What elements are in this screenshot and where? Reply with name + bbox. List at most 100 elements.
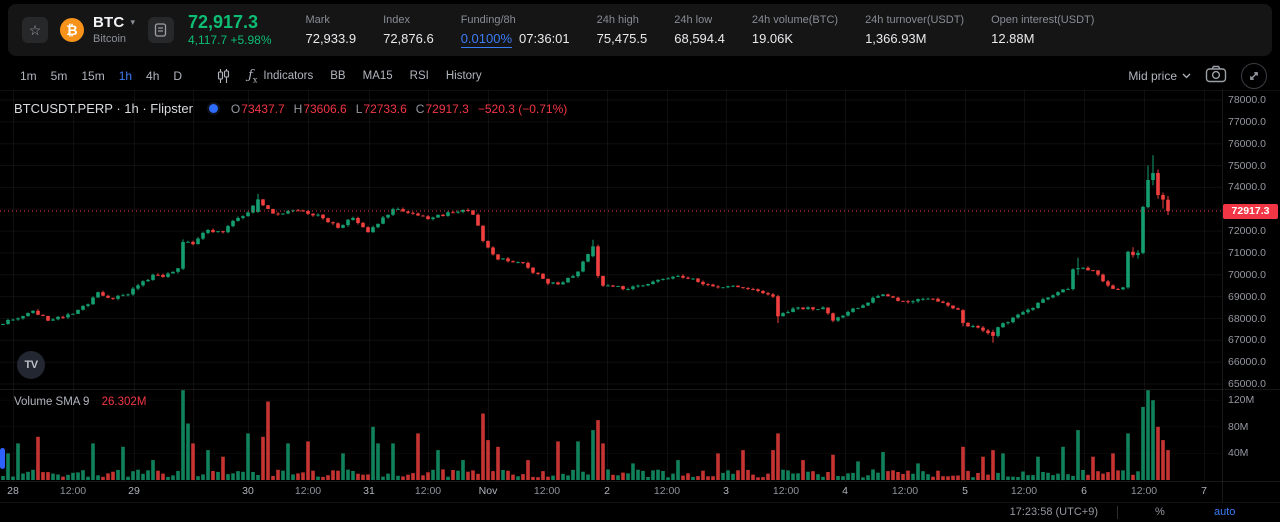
- price-tick: 78000.0: [1228, 94, 1266, 106]
- volume-sma-value: 26.302M: [101, 396, 147, 408]
- price-tick: 68000.0: [1228, 312, 1266, 325]
- symbol-dot-icon[interactable]: [208, 104, 218, 113]
- contract-details-button[interactable]: [147, 17, 174, 43]
- stat-open-interest-usdt-: Open interest(USDT) 12.88M: [991, 14, 1094, 47]
- toolbar-right: Mid price: [1128, 63, 1267, 89]
- chart-pane[interactable]: [0, 90, 1222, 481]
- stat-value: 19.06K: [751, 30, 794, 46]
- stat-label: 24h high: [596, 13, 639, 26]
- volume-tick: 40M: [1228, 447, 1249, 460]
- chart-toolbar: 1m 5m 15m 1h 4h D ƒx Indicators BB MA15 RSI Hist…: [0, 62, 1280, 91]
- price-axis[interactable]: 78000.0 77000.0 76000.0 75000.0 74000.0 72000…: [1222, 90, 1280, 481]
- price-tick: 76000.0: [1228, 137, 1266, 150]
- stat-value: 0.0100% 07:36:01: [460, 30, 570, 48]
- clock: 17:23:58 (UTC+9): [1009, 506, 1098, 518]
- time-tick: 28: [7, 485, 19, 497]
- auto-scale-button[interactable]: auto: [1214, 506, 1236, 518]
- price-tick: 67000.0: [1228, 334, 1266, 347]
- last-price-block: 72,917.3 4,117.7 +5.98%: [188, 12, 272, 48]
- time-tick: 2: [604, 485, 610, 497]
- time-tick: 30: [242, 485, 254, 497]
- interval-1m[interactable]: 1m: [20, 69, 37, 83]
- status-bar: 17:23:58 (UTC+9) % auto: [0, 502, 1280, 522]
- funding-rate-link[interactable]: 0.0100%: [460, 30, 513, 48]
- candle-style-button[interactable]: [216, 68, 231, 84]
- volume-tick: 80M: [1228, 420, 1249, 433]
- stat-24h-low: 24h low 68,594.4: [674, 14, 725, 47]
- time-tick: 12:00: [772, 485, 800, 497]
- price-tick: 66000.0: [1228, 356, 1266, 369]
- stat-24h-volume-btc-: 24h volume(BTC) 19.06K: [752, 14, 838, 47]
- time-axis[interactable]: 28 12:00 29 30 12:00 31 12:00 Nov 12:00 2 12:00 3 12…: [0, 481, 1222, 501]
- time-axis-separator: [0, 481, 1280, 482]
- tool-ma15[interactable]: MA15: [362, 70, 393, 82]
- market-stats: Mark 72,933.9 Index 72,876.6 Funding/8h 0.010…: [305, 13, 1094, 48]
- price-change: 4,117.7 +5.98%: [187, 33, 272, 48]
- stat-mark: Mark 72,933.9: [305, 14, 356, 47]
- fx-icon: ƒx: [248, 67, 258, 85]
- price-axis-separator: [1222, 90, 1223, 502]
- price-mode-dropdown[interactable]: Mid price: [1128, 69, 1191, 83]
- price-tick: 65000.0: [1228, 378, 1266, 390]
- stat-24h-turnover-usdt-: 24h turnover(USDT) 1,366.93M: [865, 14, 964, 47]
- stat-label: Funding/8h: [460, 13, 516, 26]
- time-tick: 12:00: [653, 485, 681, 497]
- camera-icon: [1205, 65, 1227, 82]
- volume-tick: 120M: [1228, 394, 1255, 407]
- candlestick-chart[interactable]: [0, 90, 1222, 481]
- stat-value: 68,594.4: [674, 30, 725, 46]
- interval-15m[interactable]: 15m: [81, 69, 105, 83]
- star-icon: ☆: [28, 21, 42, 38]
- interval-group: 1m 5m 15m 1h 4h D: [13, 66, 189, 86]
- symbol-selector[interactable]: BTC ▾ Bitcoin: [93, 14, 135, 46]
- price-tick: 71000.0: [1228, 246, 1266, 259]
- indicator-shortcuts: BB MA15 RSI History: [313, 70, 481, 82]
- stat-label: Index: [383, 13, 411, 26]
- status-divider: [1117, 506, 1118, 519]
- stat-label: Mark: [305, 13, 330, 26]
- bitcoin-logo-icon: ₿: [60, 18, 84, 42]
- symbol-name: Bitcoin: [93, 33, 127, 46]
- stat-value: 12.88M: [991, 30, 1035, 46]
- price-tick: 74000.0: [1228, 181, 1266, 194]
- interval-5m[interactable]: 5m: [50, 69, 68, 83]
- expand-arrows-icon: [1250, 72, 1258, 80]
- screenshot-button[interactable]: [1205, 65, 1227, 88]
- volume-legend: Volume SMA 9 26.302M: [14, 396, 146, 408]
- interval-1h[interactable]: 1h: [118, 69, 133, 83]
- time-tick: 6: [1081, 485, 1087, 497]
- volume-indicator-label: Volume SMA 9: [14, 396, 90, 408]
- time-tick: 12:00: [59, 485, 87, 497]
- chart-legend: BTCUSDT.PERP · 1h · Flipster O73437.7 H7…: [14, 101, 567, 116]
- time-tick: 31: [363, 485, 375, 497]
- stat-index: Index 72,876.6: [383, 14, 434, 47]
- chart-title: BTCUSDT.PERP · 1h · Flipster: [14, 101, 193, 116]
- time-tick: 12:00: [533, 485, 561, 497]
- stat-value: 72,933.9: [305, 30, 357, 46]
- time-tick: 12:00: [891, 485, 919, 497]
- percent-scale-button[interactable]: %: [1155, 506, 1165, 518]
- stat-24h-high: 24h high 75,475.5: [597, 14, 648, 47]
- indicators-label: Indicators: [263, 70, 314, 82]
- tool-bb[interactable]: BB: [330, 70, 346, 82]
- chevron-down-icon: ▾: [130, 17, 135, 27]
- stat-value: 75,475.5: [596, 30, 648, 46]
- ohlc-readout: O73437.7 H73606.6 L72733.6 C72917.3 −520…: [230, 101, 568, 116]
- favorite-star-button[interactable]: ☆: [22, 17, 48, 43]
- stat-label: 24h turnover(USDT): [865, 13, 965, 26]
- time-tick: 3: [723, 485, 729, 497]
- interval-4h[interactable]: 4h: [146, 69, 160, 83]
- tool-history[interactable]: History: [445, 70, 482, 82]
- interval-D[interactable]: D: [173, 69, 183, 83]
- pane-separator[interactable]: [0, 389, 1280, 390]
- fullscreen-button[interactable]: [1241, 63, 1267, 89]
- chevron-down-icon: [1182, 73, 1191, 79]
- data-loading-indicator: [0, 448, 5, 469]
- tool-rsi[interactable]: RSI: [409, 70, 429, 82]
- price-tick: 77000.0: [1228, 115, 1266, 128]
- status-bar-separator: [0, 502, 1280, 503]
- tradingview-logo[interactable]: TV: [17, 351, 45, 379]
- indicators-button[interactable]: ƒx Indicators: [248, 68, 313, 85]
- current-price-tag: 72917.3: [1223, 203, 1278, 219]
- stat-value: 72,876.6: [383, 30, 434, 46]
